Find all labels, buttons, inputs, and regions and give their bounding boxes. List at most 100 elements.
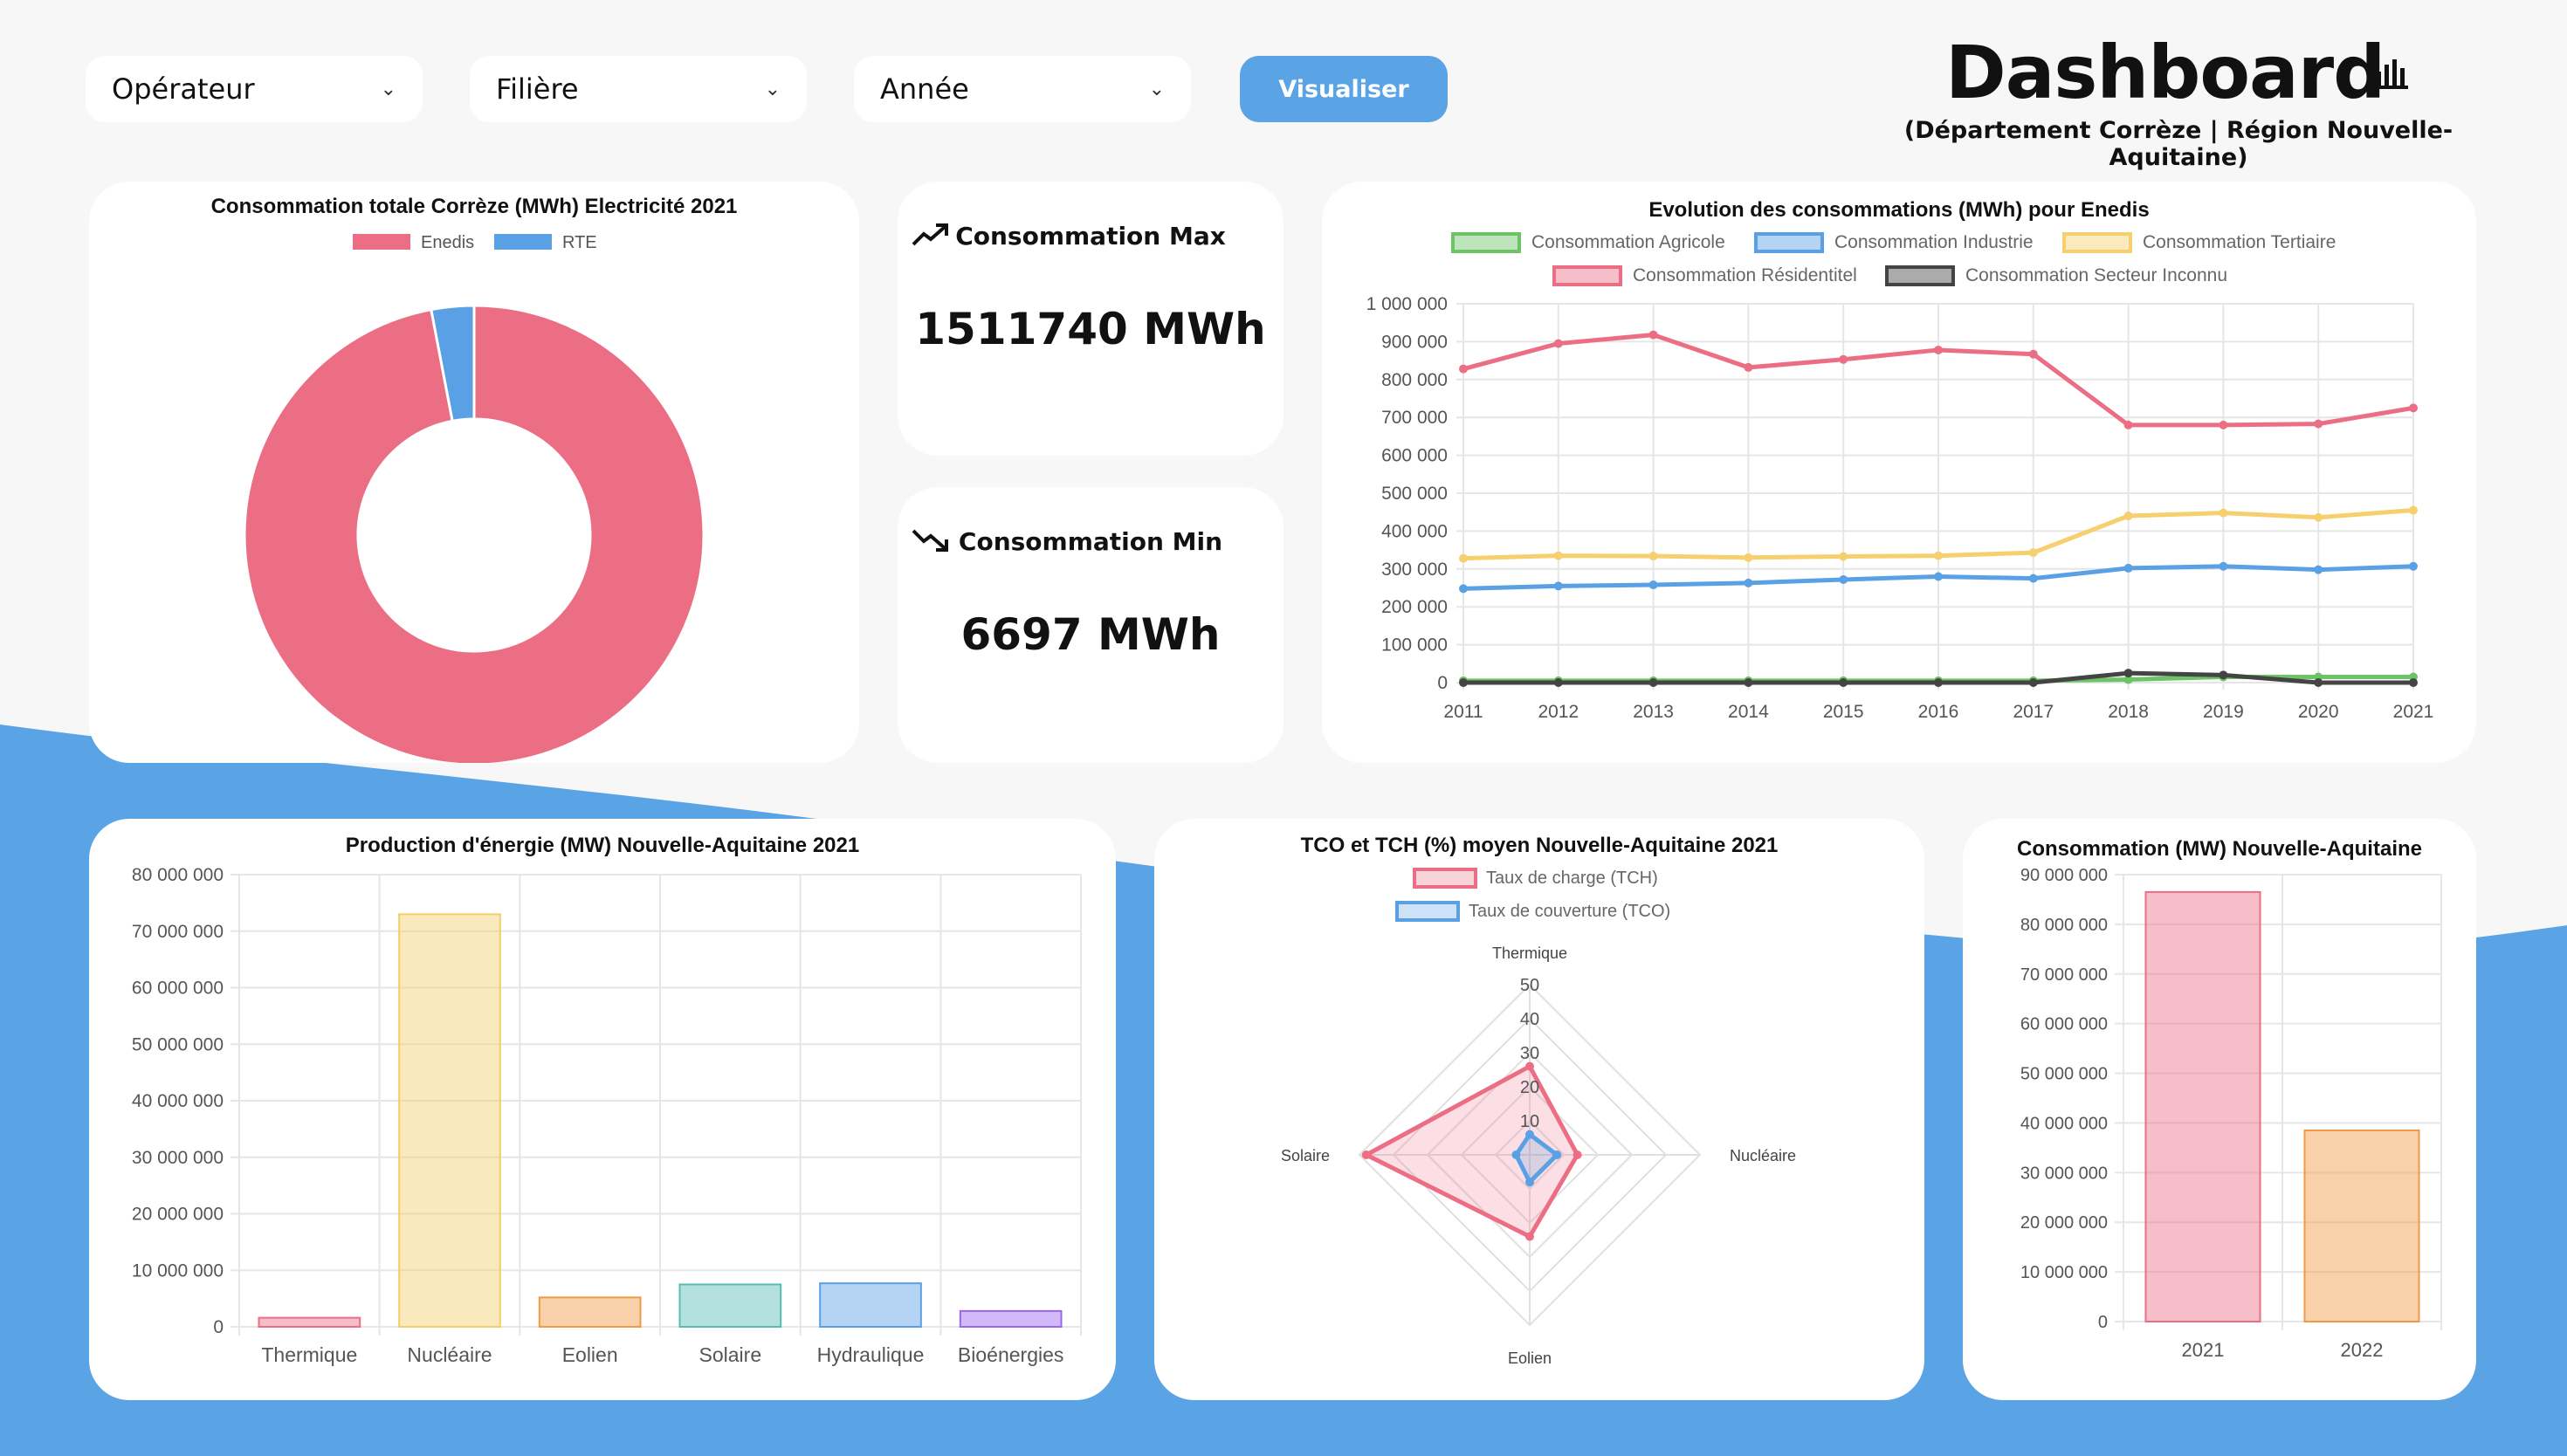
y-tick-label: 40 000 000	[2020, 1114, 2108, 1133]
data-point	[1648, 580, 1658, 590]
y-tick-label: 0	[1437, 673, 1448, 693]
legend-swatch-rte	[494, 234, 552, 250]
data-point	[2219, 670, 2228, 680]
radar-chart-card: TCO et TCH (%) moyen Nouvelle-Aquitaine …	[1154, 819, 1924, 1400]
operator-select[interactable]: Opérateur ⌄	[86, 56, 423, 122]
legend-swatch	[2062, 232, 2132, 253]
kpi-min-value: 6697 MWh	[960, 609, 1221, 660]
bar	[258, 1316, 361, 1329]
doughnut-slice-enedis	[243, 304, 705, 763]
x-tick-label: Eolien	[562, 1343, 618, 1366]
data-point	[2409, 505, 2418, 515]
chart-title: Production d'énergie (MW) Nouvelle-Aquit…	[346, 834, 859, 857]
data-point	[1744, 553, 1753, 562]
y-tick-label: 40 000 000	[132, 1091, 224, 1111]
legend-label[interactable]: Enedis	[421, 233, 474, 252]
legend-swatch	[1552, 265, 1622, 286]
page-title: Dashboard	[1945, 30, 2385, 115]
radar-chart: TCO et TCH (%) moyen Nouvelle-Aquitaine …	[1281, 834, 1796, 1367]
bar	[959, 1309, 1063, 1328]
legend-swatch	[1395, 901, 1460, 922]
y-tick-label: 100 000	[1381, 635, 1448, 656]
x-tick-label: Hydraulique	[817, 1343, 925, 1366]
data-point	[1459, 364, 1468, 374]
bar	[678, 1283, 782, 1328]
data-point	[1525, 1130, 1534, 1139]
data-point	[1525, 1232, 1534, 1241]
kpi-max-label-text: Consommation Max	[955, 222, 1226, 251]
radar-tick-label: 50	[1520, 976, 1539, 995]
x-tick-label: 2018	[2108, 702, 2149, 722]
x-tick-label: Thermique	[261, 1343, 357, 1366]
doughnut-slices	[243, 304, 705, 763]
chevron-down-icon: ⌄	[380, 78, 396, 100]
data-point	[2028, 548, 2038, 558]
y-tick-label: 20 000 000	[132, 1205, 224, 1225]
y-tick-label: 70 000 000	[2020, 965, 2108, 985]
chevron-down-icon: ⌄	[764, 78, 781, 100]
y-tick-label: 10 000 000	[2020, 1263, 2108, 1282]
y-tick-label: 300 000	[1381, 560, 1448, 580]
page-subtitle: (Département Corrèze | Région Nouvelle-A…	[1903, 117, 2453, 171]
data-point	[2123, 563, 2133, 573]
line-chart-card: Evolution des consommations (MWh) pour E…	[1322, 182, 2476, 763]
radar-axis-label: Eolien	[1508, 1350, 1552, 1367]
x-tick-label: 2014	[1728, 702, 1769, 722]
y-tick-label: 30 000 000	[132, 1148, 224, 1168]
y-tick-label: 800 000	[1381, 370, 1448, 390]
data-point	[2219, 420, 2228, 429]
consumption-bar-card: Consommation (MW) Nouvelle-Aquitaine 90 …	[1963, 819, 2476, 1400]
x-tick-label: 2011	[1443, 702, 1483, 722]
visualize-button[interactable]: Visualiser	[1240, 56, 1448, 122]
y-tick-label: 0	[213, 1317, 224, 1337]
radar-tick-label: 20	[1520, 1078, 1539, 1097]
x-tick-label: 2017	[2013, 702, 2054, 722]
x-tick-label: 2022	[2341, 1339, 2384, 1361]
kpi-min-card: Consommation Min 6697 MWh	[898, 487, 1284, 763]
data-point	[1553, 339, 1563, 348]
bar	[2144, 890, 2261, 1323]
legend-label: Consommation Résidentitel	[1633, 265, 1857, 285]
bar	[819, 1282, 922, 1329]
data-point	[1553, 581, 1563, 591]
data-point	[1934, 678, 1943, 687]
legend: Enedis RTE	[353, 233, 597, 252]
data-point	[1459, 553, 1468, 563]
kpi-max-value: 1511740 MWh	[915, 304, 1266, 354]
data-point	[2028, 678, 2038, 687]
consumption-bar-chart: Consommation (MW) Nouvelle-Aquitaine 90 …	[2017, 837, 2442, 1361]
data-point	[1553, 551, 1563, 560]
y-tick-label: 30 000 000	[2020, 1164, 2108, 1183]
y-tick-label: 1 000 000	[1366, 294, 1448, 314]
data-point	[1525, 1178, 1534, 1187]
chart-title: Consommation totale Corrèze (MWh) Electr…	[211, 195, 738, 218]
data-point	[1839, 552, 1848, 561]
legend-label: Consommation Industrie	[1834, 232, 2034, 252]
y-tick-label: 60 000 000	[2020, 1015, 2108, 1034]
data-point	[2409, 561, 2418, 571]
chart-title: TCO et TCH (%) moyen Nouvelle-Aquitaine …	[1301, 834, 1779, 857]
legend-label[interactable]: RTE	[562, 233, 597, 252]
data-point	[1839, 574, 1848, 584]
data-point	[2314, 512, 2323, 522]
x-tick-label: 2019	[2203, 702, 2244, 722]
legend-swatch-enedis	[353, 234, 410, 250]
legend-swatch	[1885, 265, 1955, 286]
radar-tick-label: 30	[1520, 1044, 1539, 1063]
data-point	[1839, 354, 1848, 364]
radar-axis-label: Nucléaire	[1730, 1147, 1796, 1164]
data-point	[1648, 678, 1658, 687]
data-point	[1361, 1150, 1371, 1159]
chart-title: Consommation (MW) Nouvelle-Aquitaine	[2017, 837, 2422, 861]
data-point	[1839, 678, 1848, 687]
trending-up-icon	[912, 223, 948, 246]
x-tick-label: 2013	[1633, 702, 1674, 722]
annee-select[interactable]: Année ⌄	[854, 56, 1191, 122]
data-point	[1552, 1150, 1562, 1159]
filiere-select[interactable]: Filière ⌄	[470, 56, 807, 122]
data-point	[2314, 419, 2323, 429]
data-point	[2409, 403, 2418, 413]
y-tick-label: 900 000	[1381, 332, 1448, 352]
data-point	[1744, 362, 1753, 372]
bar	[398, 913, 501, 1328]
